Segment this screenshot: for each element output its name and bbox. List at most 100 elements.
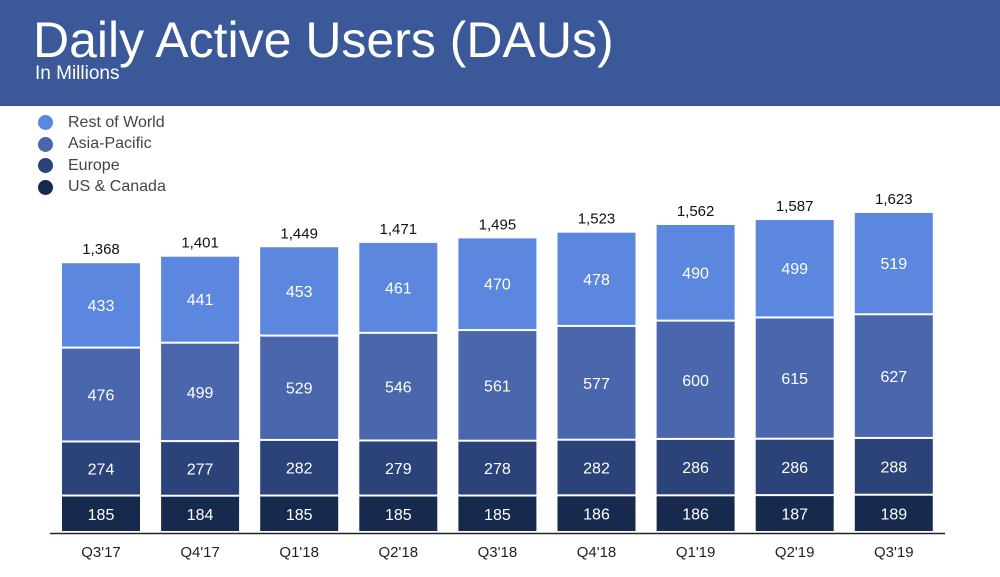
bar-segment-rest-of-world bbox=[359, 242, 438, 332]
segment-value-label: 433 bbox=[88, 298, 115, 315]
bar-segment-asia-pacific bbox=[755, 318, 834, 438]
segment-value-label: 186 bbox=[682, 507, 709, 524]
bar-segment-asia-pacific bbox=[62, 348, 140, 441]
bar-segment-us-canada bbox=[260, 496, 339, 531]
segment-value-label: 282 bbox=[583, 461, 610, 478]
bar-segment-us-canada bbox=[161, 496, 240, 531]
legend-dot-icon bbox=[38, 179, 53, 195]
total-value-label: 1,449 bbox=[280, 225, 318, 242]
segment-value-label: 278 bbox=[484, 461, 511, 478]
segment-value-label: 470 bbox=[484, 277, 511, 294]
total-value-label: 1,523 bbox=[578, 211, 616, 228]
segment-value-label: 187 bbox=[781, 507, 808, 524]
total-value-label: 1,368 bbox=[82, 241, 120, 258]
legend-item-us-canada: US & Canada bbox=[38, 177, 166, 199]
x-tick-label: Q4'18 bbox=[577, 544, 617, 561]
segment-value-label: 561 bbox=[484, 378, 511, 395]
bar-segment-us-canada bbox=[62, 496, 140, 531]
bar-segment-europe bbox=[557, 440, 636, 495]
total-value-label: 1,495 bbox=[479, 216, 517, 233]
bar-segment-rest-of-world bbox=[458, 238, 537, 330]
bar-segment-rest-of-world bbox=[62, 263, 140, 347]
segment-value-label: 461 bbox=[385, 280, 412, 297]
bar-segment-asia-pacific bbox=[161, 343, 240, 441]
segment-value-label: 286 bbox=[682, 460, 709, 477]
bar-segment-europe bbox=[161, 442, 240, 495]
x-tick-label: Q3'17 bbox=[81, 544, 121, 561]
segment-value-label: 282 bbox=[286, 461, 313, 478]
x-tick-label: Q4'17 bbox=[180, 544, 220, 561]
legend-label: Europe bbox=[68, 156, 120, 174]
segment-value-label: 184 bbox=[187, 507, 214, 524]
segment-value-label: 185 bbox=[385, 507, 412, 524]
total-value-label: 1,562 bbox=[677, 203, 715, 220]
bar-segment-europe bbox=[260, 440, 339, 495]
total-value-label: 1,623 bbox=[875, 191, 913, 208]
bar-segment-asia-pacific bbox=[656, 321, 735, 438]
x-tick-label: Q1'19 bbox=[676, 544, 716, 561]
segment-value-label: 279 bbox=[385, 461, 412, 478]
segment-value-label: 490 bbox=[682, 265, 709, 282]
total-value-label: 1,587 bbox=[776, 198, 814, 215]
legend-item-europe: Europe bbox=[38, 155, 166, 177]
segment-value-label: 185 bbox=[484, 507, 511, 524]
legend-dot-icon bbox=[38, 115, 53, 131]
segment-value-label: 186 bbox=[583, 507, 610, 524]
legend-item-asia-pacific: Asia-Pacific bbox=[38, 134, 166, 156]
bar-segment-us-canada bbox=[458, 496, 537, 531]
segment-value-label: 499 bbox=[187, 385, 214, 402]
segment-value-label: 478 bbox=[583, 272, 610, 289]
bar-segment-asia-pacific bbox=[854, 315, 933, 437]
legend-label: Asia-Pacific bbox=[68, 135, 152, 153]
header-banner: Daily Active Users (DAUs) In Millions bbox=[0, 0, 1000, 106]
bar-segment-rest-of-world bbox=[260, 247, 339, 335]
total-value-label: 1,401 bbox=[181, 235, 219, 252]
bar-segment-asia-pacific bbox=[557, 326, 636, 439]
bar-segment-europe bbox=[755, 439, 834, 495]
page-title: Daily Active Users (DAUs) bbox=[33, 12, 614, 68]
segment-value-label: 499 bbox=[781, 261, 808, 278]
segment-value-label: 286 bbox=[781, 460, 808, 477]
bar-segment-us-canada bbox=[656, 496, 735, 531]
bar-segment-us-canada bbox=[854, 495, 933, 531]
bar-segment-europe bbox=[62, 442, 140, 495]
segment-value-label: 453 bbox=[286, 284, 313, 301]
bar-segment-europe bbox=[656, 439, 735, 495]
x-tick-label: Q3'18 bbox=[478, 544, 518, 561]
bar-segment-rest-of-world bbox=[557, 232, 636, 325]
x-tick-label: Q1'18 bbox=[279, 544, 319, 561]
legend-dot-icon bbox=[38, 158, 53, 174]
bar-segment-europe bbox=[854, 438, 933, 494]
legend-label: Rest of World bbox=[68, 113, 165, 131]
segment-value-label: 185 bbox=[286, 507, 313, 524]
segment-value-label: 288 bbox=[880, 459, 907, 476]
segment-value-label: 274 bbox=[88, 462, 115, 479]
segment-value-label: 441 bbox=[187, 292, 214, 309]
bar-segment-europe bbox=[458, 441, 537, 495]
chart-legend: Rest of World Asia-Pacific Europe US & C… bbox=[38, 112, 166, 198]
legend-label: US & Canada bbox=[68, 178, 166, 196]
bar-segment-us-canada bbox=[755, 496, 834, 531]
total-value-label: 1,471 bbox=[380, 221, 418, 238]
segment-value-label: 519 bbox=[880, 256, 907, 273]
bar-segment-asia-pacific bbox=[359, 333, 438, 440]
bar-segment-rest-of-world bbox=[656, 224, 735, 320]
bar-segment-rest-of-world bbox=[854, 212, 933, 314]
legend-dot-icon bbox=[38, 136, 53, 152]
bar-segment-rest-of-world bbox=[161, 256, 240, 342]
segment-value-label: 476 bbox=[88, 388, 115, 405]
segment-value-label: 185 bbox=[88, 507, 115, 524]
legend-item-rest-of-world: Rest of World bbox=[38, 112, 166, 134]
x-tick-label: Q3'19 bbox=[874, 544, 914, 561]
segment-value-label: 615 bbox=[781, 371, 808, 388]
bar-segment-europe bbox=[359, 441, 438, 495]
page-subtitle: In Millions bbox=[35, 63, 120, 84]
segment-value-label: 189 bbox=[880, 506, 907, 523]
bar-segment-rest-of-world bbox=[755, 220, 834, 317]
x-tick-label: Q2'19 bbox=[775, 544, 815, 561]
segment-value-label: 600 bbox=[682, 373, 709, 390]
x-tick-label: Q2'18 bbox=[379, 544, 419, 561]
segment-value-label: 577 bbox=[583, 376, 610, 393]
bar-segment-asia-pacific bbox=[260, 336, 339, 439]
